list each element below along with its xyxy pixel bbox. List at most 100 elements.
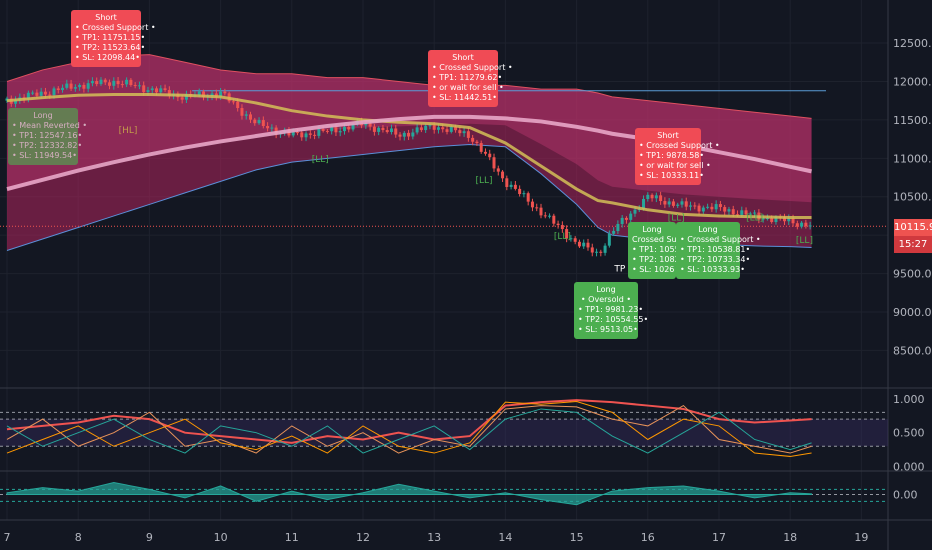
candle-body xyxy=(436,127,440,130)
pivot-label: [LL] xyxy=(668,214,685,224)
short-signal-box: Short • Crossed Support • • TP1: 9878.58• •… xyxy=(635,128,720,185)
candle-body xyxy=(492,157,496,169)
candle-body xyxy=(479,143,483,152)
candle-body xyxy=(394,128,398,135)
price-axis-tick: 11000.00 xyxy=(893,152,932,165)
candle-body xyxy=(590,247,594,253)
candle-body xyxy=(65,83,69,88)
channel-band-inner xyxy=(7,54,812,203)
candle-body xyxy=(800,222,804,227)
candle-body xyxy=(586,242,590,248)
pivot-label: [LL] xyxy=(312,155,329,165)
candle-body xyxy=(582,242,586,247)
candle-body xyxy=(654,195,658,199)
oscillator-axis-tick: 0.000 xyxy=(893,461,925,474)
candle-body xyxy=(603,245,607,253)
time-axis-tick: 19 xyxy=(854,531,868,544)
time-axis-tick: 14 xyxy=(498,531,512,544)
candle-body xyxy=(295,132,299,134)
time-axis-tick: 11 xyxy=(285,531,299,544)
candle-body xyxy=(146,90,150,93)
signal-line: • TP2: 12332.82• xyxy=(12,141,83,150)
candle-body xyxy=(774,216,778,223)
candle-body xyxy=(253,119,257,124)
candle-body xyxy=(48,94,52,96)
axes: 12500.00 12000.00 11500.00 11000.00 10500.00… xyxy=(4,37,932,544)
price-axis-tick: 12500.00 xyxy=(893,37,932,50)
candle-body xyxy=(112,80,116,86)
signal-line: • TP2: 1082 xyxy=(632,255,680,264)
candle-body xyxy=(445,129,449,132)
time-axis-tick: 9 xyxy=(146,531,153,544)
candle-body xyxy=(466,131,470,138)
candle-body xyxy=(150,88,154,91)
signal-line: • TP2: 11523.64• xyxy=(75,43,146,52)
candle-body xyxy=(624,217,628,220)
candle-body xyxy=(26,92,30,100)
pivot-label: [HL] xyxy=(119,126,138,136)
candle-body xyxy=(744,210,748,215)
candle-body xyxy=(240,108,244,116)
candle-body xyxy=(693,205,697,207)
momentum-panel xyxy=(0,482,888,506)
series-line xyxy=(6,93,812,219)
candle-body xyxy=(595,251,599,253)
candle-body xyxy=(697,205,701,212)
candle-body xyxy=(646,194,650,199)
candle-body xyxy=(804,222,808,227)
time-axis-tick: 17 xyxy=(712,531,726,544)
candle-body xyxy=(56,88,60,91)
candle-body xyxy=(770,218,774,223)
candle-body xyxy=(783,217,787,222)
oscillator-series xyxy=(6,404,812,454)
candle-body xyxy=(483,151,487,154)
time-axis-tick: 16 xyxy=(641,531,655,544)
candle-body xyxy=(612,230,616,234)
candle-body xyxy=(61,87,65,91)
oscillator-series xyxy=(6,400,812,457)
countdown-tag: 15:27 xyxy=(894,236,932,253)
candle-body xyxy=(454,126,458,131)
price-axis-tick: 9500.00 xyxy=(893,268,932,281)
candle-body xyxy=(607,233,611,246)
signal-line: • SL: 12098.44• xyxy=(75,53,140,62)
candle-body xyxy=(347,126,351,130)
signal-line: Short xyxy=(95,13,117,22)
pivot-label: [LL] xyxy=(796,236,813,246)
signal-line: • TP1: 10538.81• xyxy=(680,245,751,254)
candle-body xyxy=(449,126,453,132)
candle-body xyxy=(304,133,308,138)
candle-body xyxy=(116,80,120,85)
signal-line: • or wait for sell • xyxy=(639,161,711,170)
candle-body xyxy=(351,124,355,130)
signal-line: • TP1: 9878.58• xyxy=(639,151,705,160)
pivot-label: [LL] xyxy=(554,232,571,242)
candle-body xyxy=(180,97,184,100)
signal-line: • TP1: 9981.23• xyxy=(578,305,644,314)
signal-line: • SL: 11949.54• xyxy=(12,151,77,160)
candle-body xyxy=(202,91,206,98)
price-axis-tick: 12000.00 xyxy=(893,75,932,88)
signal-line: • TP1: 11279.62• xyxy=(432,73,503,82)
candle-body xyxy=(372,126,376,132)
price-axis-tick: 11500.00 xyxy=(893,114,932,127)
candle-body xyxy=(330,127,334,132)
candle-body xyxy=(522,193,526,195)
candle-body xyxy=(458,130,462,134)
candle-body xyxy=(300,132,304,138)
candle-body xyxy=(377,127,381,132)
candle-body xyxy=(415,127,419,133)
long-signal-box: Long Crossed Su • TP1: 1055 • TP2: 1082 • SL… xyxy=(628,222,680,279)
signal-line: • SL: 10333.11• xyxy=(639,171,704,180)
price-axis-tick: 9000.00 xyxy=(893,306,932,319)
signal-line: • TP2: 10733.34• xyxy=(680,255,751,264)
time-axis-tick: 15 xyxy=(570,531,584,544)
candle-body xyxy=(321,129,325,131)
candle-body xyxy=(231,101,235,103)
candle-body xyxy=(761,218,765,220)
candle-body xyxy=(155,88,159,93)
time-axis-tick: 7 xyxy=(4,531,11,544)
momentum-area xyxy=(6,482,813,506)
candle-body xyxy=(496,168,500,172)
